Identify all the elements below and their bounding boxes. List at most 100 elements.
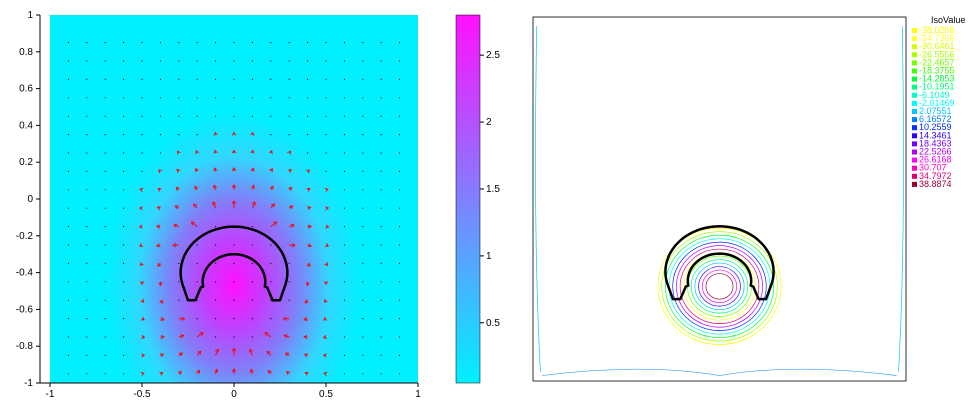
right-interface-curve	[664, 225, 775, 301]
arrow-head	[231, 367, 237, 372]
legend-swatch	[912, 60, 917, 66]
contour-line	[701, 269, 738, 304]
field-dot	[141, 170, 143, 172]
field-dot	[251, 244, 253, 246]
field-dot	[178, 97, 180, 99]
legend-label: -10.1951	[919, 82, 955, 92]
arrow-head	[180, 334, 185, 339]
field-dot	[196, 244, 198, 246]
legend-label: 38.8874	[919, 179, 952, 189]
arrow-head	[325, 224, 330, 229]
field-dot	[123, 42, 125, 44]
field-dot	[123, 97, 125, 99]
field-dot	[196, 281, 198, 283]
y-tick-label: -0.8	[16, 341, 34, 352]
legend-label: -2.01469	[919, 98, 955, 108]
legend-swatch	[912, 141, 917, 147]
field-dot	[86, 318, 88, 320]
field-dot	[251, 281, 253, 283]
field-dot	[123, 318, 125, 320]
colorbar-tick-label: 0.5	[486, 318, 500, 329]
arrow-head	[324, 262, 328, 267]
field-dot	[86, 170, 88, 172]
field-dot	[178, 78, 180, 80]
arrow-head	[213, 167, 218, 172]
field-dot	[233, 78, 235, 80]
field-dot	[325, 42, 327, 44]
field-dot	[233, 244, 235, 246]
arrow-head	[231, 166, 237, 171]
arrow-head	[231, 131, 237, 136]
field-dot	[399, 281, 401, 283]
arrow-head	[324, 298, 328, 304]
field-dot	[196, 299, 198, 301]
arrow-head	[325, 206, 330, 211]
colorbar-tick-label: 1	[486, 251, 492, 262]
contour-line	[698, 266, 741, 307]
field-dot	[67, 244, 69, 246]
arrow-head	[304, 299, 309, 304]
arrow-head	[156, 243, 161, 248]
legend-label: -6.1049	[919, 90, 950, 100]
field-dot	[307, 97, 309, 99]
legend-label: -38.0266	[919, 25, 955, 35]
field-dot	[67, 299, 69, 301]
arrow-head	[181, 316, 186, 321]
field-dot	[251, 336, 253, 338]
velocity-arrow	[178, 334, 184, 338]
field-dot	[362, 226, 364, 228]
field-dot	[104, 281, 106, 283]
arrow-head	[250, 167, 255, 172]
legend-swatch	[912, 109, 917, 114]
isovalue-legend: IsoValue -38.0266-34.7366-30.6461-26.555…	[912, 15, 965, 189]
field-dot	[362, 281, 364, 283]
contour-line	[705, 273, 734, 300]
arrow-head	[231, 183, 237, 188]
field-dot	[399, 336, 401, 338]
arrow-head	[324, 243, 329, 247]
arrow-head	[284, 352, 290, 357]
field-dot	[270, 60, 272, 62]
field-dot	[67, 262, 69, 264]
field-dot	[196, 318, 198, 320]
field-dot	[233, 262, 235, 264]
arrow-head	[190, 221, 195, 226]
y-tick-label: 0.8	[19, 47, 33, 58]
field-dot	[104, 373, 106, 375]
field-dot	[343, 189, 345, 191]
field-dot	[399, 189, 401, 191]
field-dot	[104, 226, 106, 228]
field-dot	[380, 336, 382, 338]
field-dot	[67, 373, 69, 375]
velocity-arrow	[173, 224, 179, 228]
arrow-head	[303, 316, 308, 321]
field-dot	[270, 318, 272, 320]
field-dot	[86, 281, 88, 283]
field-dot	[343, 281, 345, 283]
field-dot	[325, 170, 327, 172]
field-dot	[104, 170, 106, 172]
left-axes: -1 -0.5 0 0.5 1 1 0.8 0.6 0.4 0.2 0 -0.2 -0.4 -0.6 -0.…	[16, 10, 421, 400]
field-dot	[233, 336, 235, 338]
legend-swatch	[912, 44, 917, 50]
field-dot	[380, 244, 382, 246]
arrow-head	[213, 149, 218, 154]
legend-swatch	[912, 125, 917, 131]
field-dot	[104, 262, 106, 264]
field-dot	[270, 134, 272, 136]
field-dot	[399, 244, 401, 246]
arrow-head	[306, 187, 311, 192]
field-dot	[233, 318, 235, 320]
contour-line	[898, 26, 904, 372]
field-dot	[399, 354, 401, 356]
field-dot	[362, 189, 364, 191]
field-dot	[215, 115, 217, 117]
field-dot	[343, 170, 345, 172]
arrow-head	[176, 168, 181, 173]
arrow-head	[197, 350, 202, 355]
arrow-head	[141, 353, 146, 358]
field-dot	[399, 299, 401, 301]
field-dot	[270, 115, 272, 117]
field-dot	[123, 189, 125, 191]
arrow-head	[289, 205, 294, 210]
